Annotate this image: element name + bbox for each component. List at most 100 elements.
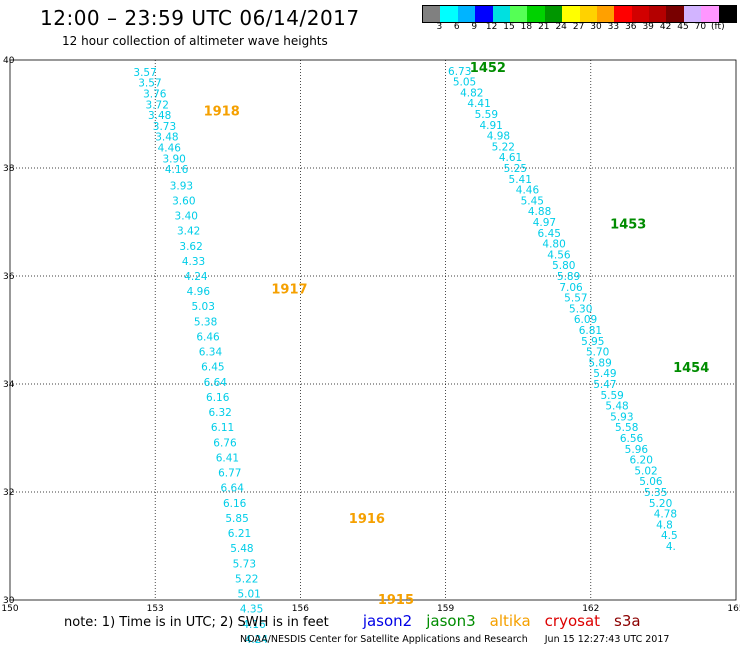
swh-value: 5.03 bbox=[192, 301, 215, 313]
color-legend-label: 70 bbox=[694, 22, 707, 32]
color-swatch bbox=[631, 6, 650, 22]
swh-value: 6.32 bbox=[208, 407, 231, 419]
color-swatch bbox=[509, 6, 528, 22]
swh-value: 4.35 bbox=[240, 604, 263, 616]
swh-value: 4.88 bbox=[528, 206, 551, 218]
swh-value: 6.34 bbox=[199, 347, 223, 359]
swh-value: 4.5 bbox=[661, 530, 678, 542]
swh-value: 5.38 bbox=[194, 316, 217, 328]
swh-value: 4.78 bbox=[654, 509, 677, 521]
lat-tick-label: 40 bbox=[3, 56, 15, 66]
swh-value: 6.45 bbox=[538, 228, 561, 240]
color-swatch bbox=[666, 6, 684, 22]
pass-time-label: 1453 bbox=[610, 218, 646, 233]
swh-value: 4.97 bbox=[533, 217, 556, 229]
color-legend-label: 21 bbox=[538, 22, 550, 32]
swh-value: 7.06 bbox=[559, 282, 583, 294]
swh-value: 6.56 bbox=[620, 433, 644, 445]
swh-value: 4.80 bbox=[542, 239, 565, 251]
swh-value: 5.96 bbox=[625, 444, 649, 456]
swh-value: 4.16 bbox=[165, 164, 189, 176]
color-legend-label: (ft) bbox=[711, 22, 725, 32]
color-swatch bbox=[579, 6, 597, 22]
swh-value: 4. bbox=[666, 541, 676, 553]
swh-value: 5.06 bbox=[639, 476, 663, 488]
wave-height-values: 3.573.573.763.723.483.733.484.463.904.16… bbox=[133, 66, 677, 646]
swh-value: 5.45 bbox=[521, 195, 544, 207]
color-legend-label: 42 bbox=[659, 22, 672, 32]
color-swatch bbox=[457, 6, 476, 22]
swh-value: 5.85 bbox=[225, 513, 248, 525]
swh-value: 5.93 bbox=[610, 411, 633, 423]
swh-value: 4.61 bbox=[499, 152, 522, 164]
swh-value: 5.30 bbox=[569, 303, 592, 315]
page-subtitle: 12 hour collection of altimeter wave hei… bbox=[62, 34, 328, 48]
footer-credit: NOAA/NESDIS Center for Satellite Applica… bbox=[240, 634, 528, 645]
swh-value: 5.95 bbox=[581, 336, 604, 348]
swh-value: 5.20 bbox=[649, 498, 672, 510]
swh-value: 3.76 bbox=[143, 88, 167, 100]
color-swatch bbox=[683, 6, 702, 22]
color-swatch bbox=[440, 6, 458, 22]
color-legend-label: 3 bbox=[436, 22, 443, 32]
swh-value: 3.57 bbox=[138, 78, 161, 90]
color-swatch bbox=[475, 6, 493, 22]
color-swatch bbox=[423, 6, 441, 22]
lon-tick-label: 162 bbox=[582, 604, 599, 614]
swh-value: 5.59 bbox=[600, 390, 623, 402]
swh-value: 4.16 bbox=[242, 619, 266, 631]
axis-ticks: 150 153 156 159 162 165 40 38 36 34 32 30 bbox=[1, 56, 740, 614]
swh-value: 4.91 bbox=[479, 120, 502, 132]
color-swatch bbox=[527, 6, 545, 22]
swh-value: 5.22 bbox=[235, 573, 258, 585]
swh-value: 5.02 bbox=[634, 465, 657, 477]
swh-value: 6.64 bbox=[204, 377, 228, 389]
color-legend-label: 24 bbox=[555, 22, 567, 32]
swh-value: 6.20 bbox=[630, 455, 653, 467]
swh-value: 6.45 bbox=[201, 362, 224, 374]
satellite-legend-item: s3a bbox=[614, 612, 641, 630]
swh-value: 5.41 bbox=[509, 174, 532, 186]
swh-value: 5.35 bbox=[644, 487, 667, 499]
color-swatch bbox=[596, 6, 615, 22]
swh-value: 5.70 bbox=[586, 347, 609, 359]
swh-value: 3.57 bbox=[133, 67, 156, 79]
satellite-legend-item: jason2 bbox=[362, 612, 413, 630]
swh-value: 3.90 bbox=[162, 153, 185, 165]
color-legend-label: 33 bbox=[607, 22, 620, 32]
swh-value: 5.89 bbox=[557, 271, 580, 283]
lon-tick-label: 153 bbox=[147, 604, 164, 614]
swh-value: 3.72 bbox=[146, 99, 169, 111]
color-legend-label: 27 bbox=[572, 22, 585, 32]
color-swatch bbox=[614, 6, 632, 22]
lat-tick-label: 32 bbox=[3, 488, 14, 498]
color-swatch bbox=[492, 6, 510, 22]
swh-value: 6.16 bbox=[223, 498, 247, 510]
map-grid bbox=[10, 60, 736, 600]
swh-value: 4.33 bbox=[182, 256, 205, 268]
swh-value: 6.16 bbox=[206, 392, 230, 404]
swh-value: 6.81 bbox=[579, 325, 602, 337]
swh-value: 4.24 bbox=[184, 271, 208, 283]
legend-row: note: 1) Time is in UTC; 2) SWH is in fe… bbox=[64, 612, 655, 630]
pass-time-label: 1918 bbox=[204, 104, 240, 119]
swh-value: 6.73 bbox=[448, 66, 471, 78]
satellite-legend: jason2 jason3 altika cryosat s3a bbox=[362, 612, 655, 630]
swh-value: 5.48 bbox=[605, 401, 628, 413]
color-swatch bbox=[649, 6, 667, 22]
swh-value: 5.01 bbox=[237, 589, 260, 601]
color-legend-labels: 3 6 9 12 15 18 21 24 27 30 33 36 39 42 45 70 (ft) bbox=[422, 22, 740, 36]
swh-value: 3.93 bbox=[170, 180, 193, 192]
swh-value: 3.48 bbox=[148, 110, 171, 122]
lat-tick-label: 38 bbox=[3, 164, 15, 174]
swh-value: 3.73 bbox=[153, 121, 176, 133]
swh-value: 3.62 bbox=[179, 241, 202, 253]
swh-value: 3.48 bbox=[155, 132, 178, 144]
map-frame bbox=[9, 59, 737, 601]
color-legend-label: 18 bbox=[520, 22, 533, 32]
color-legend-label: 45 bbox=[677, 22, 689, 32]
swh-value: 5.49 bbox=[593, 368, 616, 380]
satellite-legend-item: cryosat bbox=[544, 612, 601, 630]
swh-value: 4.98 bbox=[487, 131, 510, 143]
